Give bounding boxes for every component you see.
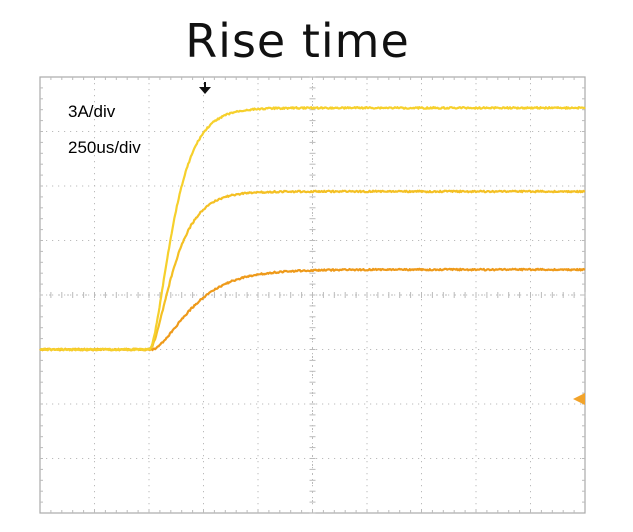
chart-title: Rise time xyxy=(185,14,410,68)
scale-vertical-label: 3A/div xyxy=(68,102,116,121)
trace-high xyxy=(39,106,586,352)
trigger-marker xyxy=(199,82,211,94)
reference-level-marker xyxy=(573,393,585,405)
scale-horizontal-label: 250us/div xyxy=(68,138,141,157)
traces xyxy=(39,106,586,352)
grid xyxy=(39,76,586,514)
